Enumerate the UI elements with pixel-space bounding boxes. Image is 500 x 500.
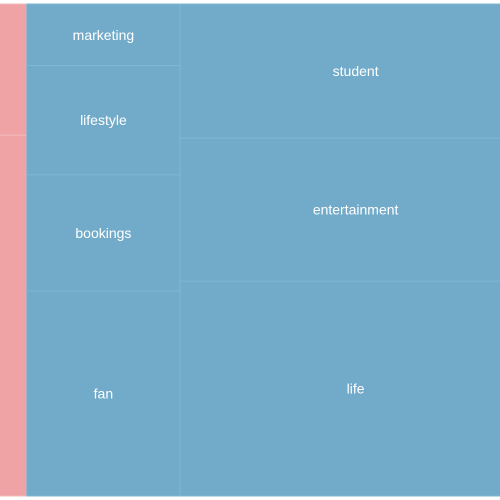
treemap-tile-life bbox=[179, 280, 500, 497]
tile-label-lifestyle: lifestyle bbox=[80, 112, 127, 128]
treemap-tile-od bbox=[0, 134, 28, 497]
tile-label-student: student bbox=[333, 63, 379, 79]
tile-label-entertainment: entertainment bbox=[313, 202, 399, 218]
tile-label-life: life bbox=[347, 381, 365, 397]
tile-label-bookings: bookings bbox=[75, 225, 131, 241]
treemap-tile-fan bbox=[26, 290, 181, 497]
treemap-tile-ig bbox=[0, 3, 28, 136]
treemap-tile-bookings bbox=[26, 174, 181, 292]
treemap-tile-lifestyle bbox=[26, 65, 181, 176]
treemap-tile-entertainment bbox=[179, 137, 500, 282]
treemap-tile-marketing bbox=[26, 3, 181, 66]
tile-label-fan: fan bbox=[94, 386, 113, 402]
treemap-tile-student bbox=[179, 3, 500, 139]
tile-label-marketing: marketing bbox=[73, 27, 134, 43]
